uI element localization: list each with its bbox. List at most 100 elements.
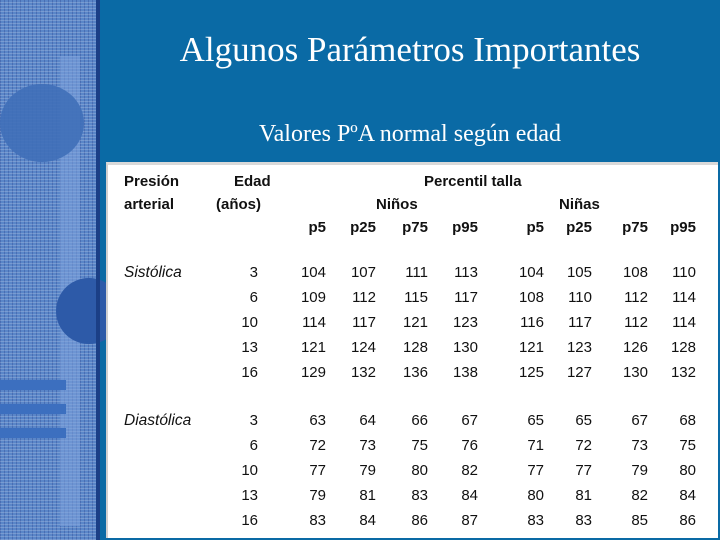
value-cell: 124 <box>350 339 376 356</box>
value-cell: 108 <box>518 289 544 306</box>
value-cell: 85 <box>631 512 648 529</box>
value-cell: 83 <box>527 512 544 529</box>
percentile-header-p75: p75 <box>622 219 648 236</box>
slide-title: Algunos Parámetros Importantes <box>179 30 641 69</box>
value-cell: 117 <box>454 289 478 306</box>
age-cell: 13 <box>241 487 258 504</box>
value-cell: 105 <box>566 264 592 281</box>
age-cell: 3 <box>249 264 258 281</box>
decorative-stripe <box>0 404 66 414</box>
blood-pressure-table: Presión arterial Edad (años) Percentil t… <box>106 162 718 538</box>
value-cell: 110 <box>672 264 696 281</box>
value-cell: 80 <box>411 462 428 479</box>
value-cell: 72 <box>309 437 326 454</box>
value-cell: 68 <box>679 412 696 429</box>
header-presion-line1: Presión <box>124 173 180 190</box>
value-cell: 84 <box>359 512 376 529</box>
value-cell: 65 <box>575 412 592 429</box>
value-cell: 125 <box>518 364 544 381</box>
value-cell: 80 <box>527 487 544 504</box>
value-cell: 73 <box>631 437 648 454</box>
value-cell: 127 <box>566 364 592 381</box>
value-cell: 71 <box>527 437 544 454</box>
value-cell: 79 <box>309 487 326 504</box>
value-cell: 112 <box>352 289 376 306</box>
value-cell: 117 <box>352 314 376 331</box>
value-cell: 126 <box>622 339 648 356</box>
value-cell: 114 <box>302 314 326 331</box>
value-cell: 107 <box>350 264 376 281</box>
slide-subtitle: Valores PºA normal según edad <box>258 121 562 147</box>
value-cell: 81 <box>575 487 592 504</box>
header-edad-line2: (años) <box>216 196 261 213</box>
value-cell: 83 <box>309 512 326 529</box>
value-cell: 86 <box>679 512 696 529</box>
percentile-header-p25: p25 <box>566 219 592 236</box>
percentile-header-p5: p5 <box>526 219 544 236</box>
value-cell: 84 <box>679 487 696 504</box>
value-cell: 63 <box>309 412 326 429</box>
age-cell: 16 <box>241 512 258 529</box>
value-cell: 79 <box>359 462 376 479</box>
value-cell: 64 <box>359 412 376 429</box>
decorative-stripe <box>0 380 66 390</box>
left-band-edge <box>96 0 100 540</box>
value-cell: 79 <box>631 462 648 479</box>
value-cell: 81 <box>359 487 376 504</box>
section-label: Diastólica <box>124 412 192 429</box>
value-cell: 109 <box>300 289 326 306</box>
value-cell: 83 <box>575 512 592 529</box>
value-cell: 82 <box>631 487 648 504</box>
value-cell: 77 <box>575 462 592 479</box>
value-cell: 87 <box>461 512 478 529</box>
percentile-header-p75: p75 <box>402 219 428 236</box>
value-cell: 83 <box>411 487 428 504</box>
value-cell: 108 <box>622 264 648 281</box>
age-cell: 10 <box>241 314 258 331</box>
percentile-header-p95: p95 <box>670 219 696 236</box>
decorative-circle <box>0 84 84 162</box>
age-cell: 6 <box>249 437 258 454</box>
value-cell: 112 <box>624 314 648 331</box>
value-cell: 121 <box>300 339 326 356</box>
value-cell: 129 <box>300 364 326 381</box>
value-cell: 132 <box>350 364 376 381</box>
value-cell: 111 <box>405 264 428 281</box>
value-cell: 84 <box>461 487 478 504</box>
decorative-stripe <box>0 428 66 438</box>
value-cell: 136 <box>402 364 428 381</box>
value-cell: 114 <box>672 289 696 306</box>
header-edad-line1: Edad <box>234 173 271 190</box>
value-cell: 123 <box>452 314 478 331</box>
value-cell: 130 <box>452 339 478 356</box>
age-cell: 6 <box>249 289 258 306</box>
percentile-header-p25: p25 <box>350 219 376 236</box>
percentile-header-p5: p5 <box>308 219 326 236</box>
age-cell: 13 <box>241 339 258 356</box>
header-ninos: Niños <box>376 196 418 213</box>
value-cell: 80 <box>679 462 696 479</box>
value-cell: 65 <box>527 412 544 429</box>
value-cell: 104 <box>300 264 326 281</box>
value-cell: 104 <box>518 264 544 281</box>
value-cell: 128 <box>670 339 696 356</box>
percentile-header-p95: p95 <box>452 219 478 236</box>
section-label: Sistólica <box>124 264 182 281</box>
value-cell: 66 <box>411 412 428 429</box>
value-cell: 114 <box>672 314 696 331</box>
age-cell: 3 <box>249 412 258 429</box>
value-cell: 86 <box>411 512 428 529</box>
value-cell: 117 <box>568 314 592 331</box>
value-cell: 67 <box>461 412 478 429</box>
value-cell: 128 <box>402 339 428 356</box>
value-cell: 123 <box>566 339 592 356</box>
value-cell: 72 <box>575 437 592 454</box>
value-cell: 75 <box>679 437 696 454</box>
value-cell: 121 <box>402 314 428 331</box>
value-cell: 110 <box>568 289 592 306</box>
value-cell: 116 <box>520 314 544 331</box>
header-ninas: Niñas <box>559 196 600 213</box>
header-percentil: Percentil talla <box>424 173 522 190</box>
value-cell: 75 <box>411 437 428 454</box>
value-cell: 112 <box>624 289 648 306</box>
